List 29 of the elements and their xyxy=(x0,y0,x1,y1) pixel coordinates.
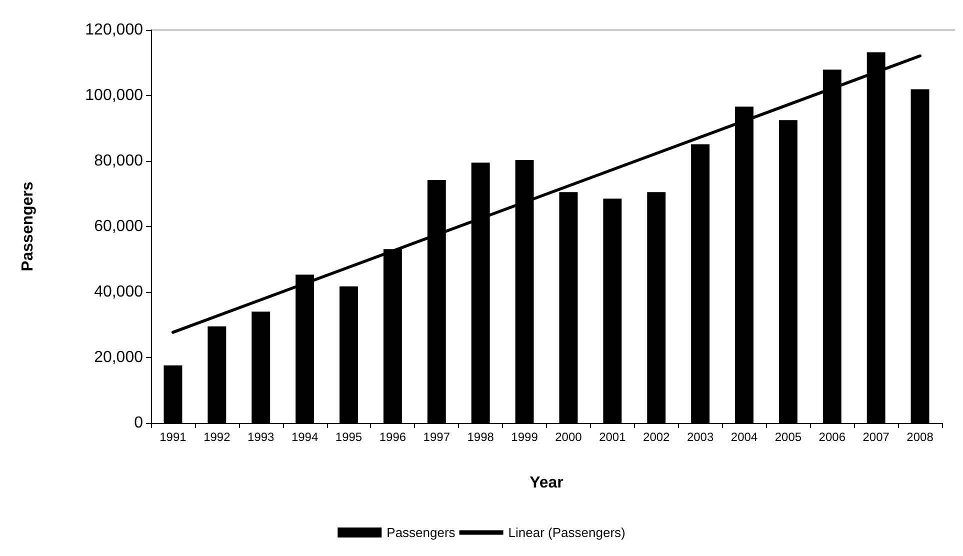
x-tick-label: 1996 xyxy=(379,430,406,444)
legend-label: Passengers xyxy=(386,525,456,540)
x-tick-label: 2002 xyxy=(643,430,670,444)
y-tick-label: 60,000 xyxy=(94,218,144,235)
x-tick-label: 2003 xyxy=(686,430,714,444)
y-tick-label: 40,000 xyxy=(94,284,144,300)
y-tick-label: 100,000 xyxy=(85,87,144,104)
x-tick-label: 2008 xyxy=(906,430,934,444)
y-tick-label: 80,000 xyxy=(94,152,144,170)
legend-label: Linear (Passengers) xyxy=(508,525,626,540)
x-axis-title: Year xyxy=(530,474,564,492)
x-tick-label: 1992 xyxy=(204,430,231,444)
x-tick-label: 1998 xyxy=(467,430,494,444)
x-tick-label: 1994 xyxy=(291,430,318,444)
x-tick-label: 1997 xyxy=(423,430,450,444)
x-tick-label: 1993 xyxy=(248,430,275,444)
y-axis-title: Passengers xyxy=(20,181,36,272)
x-tick-label: 2000 xyxy=(555,430,582,444)
x-tick-label: 2004 xyxy=(730,430,758,444)
x-tick-label: 1995 xyxy=(335,430,362,444)
x-tick-label: 2001 xyxy=(599,430,626,444)
x-tick-label: 2006 xyxy=(818,430,846,444)
x-tick-label: 1999 xyxy=(511,430,538,444)
x-tick-label: 1991 xyxy=(160,430,187,444)
y-tick-label: 120,000 xyxy=(85,22,144,38)
y-tick-label: 0 xyxy=(134,414,144,432)
x-tick-label: 2005 xyxy=(774,430,802,444)
y-tick-label: 20,000 xyxy=(94,349,144,366)
x-tick-label: 2007 xyxy=(862,430,890,444)
